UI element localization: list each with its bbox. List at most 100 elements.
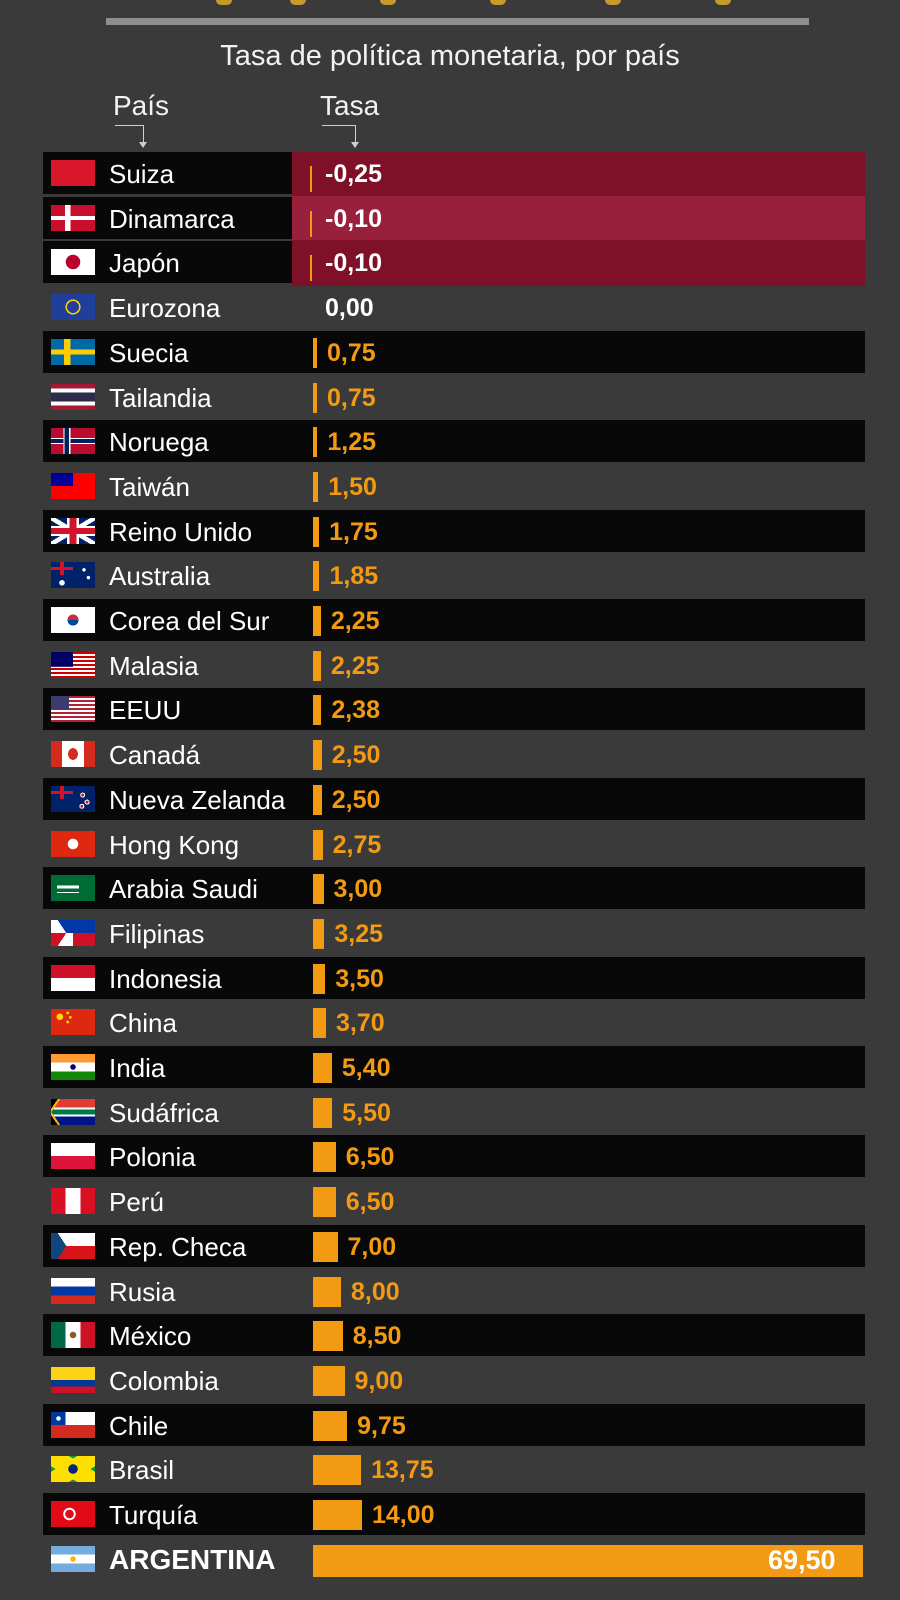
value-label: -0,25: [325, 160, 382, 188]
country-label: Hong Kong: [109, 829, 240, 860]
country-label: Colombia: [109, 1365, 219, 1396]
value-label: 0,75: [327, 338, 376, 367]
negative-rate-band: [292, 152, 865, 198]
bar-nueva-zelanda: [313, 784, 322, 815]
india-flag: [51, 1054, 95, 1080]
country-label: Polonia: [109, 1142, 196, 1173]
hong-kong-flag: [51, 830, 95, 857]
china-flag: [51, 1009, 95, 1036]
title-remnant: [180, 0, 740, 6]
value-label: 2,50: [331, 741, 381, 770]
bar-australia: [313, 561, 320, 592]
canada-flag: [51, 741, 95, 768]
sweden-flag: [51, 338, 95, 365]
japan-flag: [51, 249, 95, 276]
country-label: Brasil: [109, 1455, 175, 1486]
philippines-flag: [51, 919, 95, 946]
saudi-arabia-flag: [51, 875, 95, 902]
value-label: 0,00: [325, 294, 374, 323]
malaysia-flag: [51, 651, 95, 678]
value-label: 2,50: [331, 785, 381, 814]
chile-flag: [51, 1411, 95, 1438]
bar-noruega: [313, 427, 318, 458]
value-label: 3,00: [333, 875, 383, 904]
poland-flag: [51, 1143, 95, 1170]
row-band: [43, 688, 865, 731]
bar-dinamarca: [310, 210, 312, 237]
country-column-header: País: [113, 90, 170, 121]
value-label: 13,75: [371, 1456, 434, 1485]
value-label: -0,10: [325, 249, 382, 278]
row-band: [43, 1224, 865, 1267]
country-label: Filipinas: [109, 918, 205, 949]
country-label: India: [109, 1053, 166, 1083]
country-label: Arabia Saudi: [109, 874, 258, 905]
thailand-flag: [51, 383, 95, 410]
value-label: 3,70: [335, 1009, 385, 1038]
country-label: Suecia: [109, 337, 189, 368]
country-label: Corea del Sur: [109, 606, 270, 636]
value-label: 1,25: [327, 428, 377, 457]
usa-flag: [51, 696, 95, 723]
value-label: 1,85: [329, 562, 379, 591]
brazil-flag: [51, 1456, 95, 1483]
bar-rusia: [313, 1276, 341, 1307]
bar-polonia: [313, 1142, 336, 1173]
bar-india: [313, 1053, 332, 1083]
row-band: [43, 420, 865, 463]
row-band: [43, 777, 865, 820]
bar-indonesia: [313, 963, 326, 994]
country-label: Chile: [109, 1410, 169, 1441]
value-label: 8,00: [351, 1277, 400, 1306]
row-band: [43, 1314, 865, 1357]
country-label: Dinamarca: [109, 203, 235, 234]
value-label: 69,50: [768, 1544, 836, 1575]
bar-tailandia: [313, 382, 317, 413]
denmark-flag: [51, 204, 95, 231]
country-label: Turquía: [109, 1500, 198, 1530]
country-label: Australia: [109, 561, 211, 592]
country-label: Sudáfrica: [109, 1097, 219, 1128]
country-label: China: [109, 1008, 177, 1039]
bar-eeuu: [313, 695, 322, 726]
value-label: 5,40: [341, 1054, 391, 1082]
eu-flag: [51, 294, 95, 321]
bar-hong-kong: [313, 829, 323, 860]
colombia-flag: [51, 1366, 95, 1393]
value-label: 2,38: [331, 696, 380, 725]
negative-rate-band: [292, 240, 865, 287]
new-zealand-flag: [51, 785, 95, 812]
mexico-flag: [51, 1322, 95, 1349]
country-label: Tailandia: [109, 382, 212, 413]
country-label: Perú: [109, 1187, 164, 1218]
country-label: Rep. Checa: [109, 1231, 247, 1262]
header-rule: [106, 18, 809, 25]
country-header-arrow: [115, 125, 147, 149]
row-band: [43, 330, 865, 373]
bar-corea-del-sur: [313, 606, 321, 636]
country-label: Malasia: [109, 650, 199, 681]
bar-argentina: [313, 1544, 863, 1577]
country-label: Canadá: [109, 740, 201, 771]
row-band: [43, 956, 865, 999]
value-label: 3,25: [334, 919, 384, 948]
bar-japon: [310, 255, 312, 282]
value-label: 1,50: [328, 472, 377, 501]
country-label: EEUU: [109, 695, 182, 726]
turkey-flag: [51, 1501, 95, 1527]
bar-canada: [313, 740, 322, 771]
bar-peru: [313, 1187, 336, 1218]
bar-turquia: [313, 1500, 362, 1530]
country-label: Indonesia: [109, 963, 222, 994]
value-label: 2,75: [332, 830, 382, 859]
bar-colombia: [313, 1365, 345, 1396]
bar-filipinas: [313, 918, 325, 949]
bar-china: [313, 1008, 326, 1039]
bar-taiwan: [313, 471, 319, 502]
bar-suiza: [310, 166, 312, 192]
row-band: [43, 509, 865, 552]
value-label: 1,75: [329, 517, 378, 546]
row-band: [43, 1135, 865, 1178]
rate-column-header: Tasa: [320, 90, 380, 121]
